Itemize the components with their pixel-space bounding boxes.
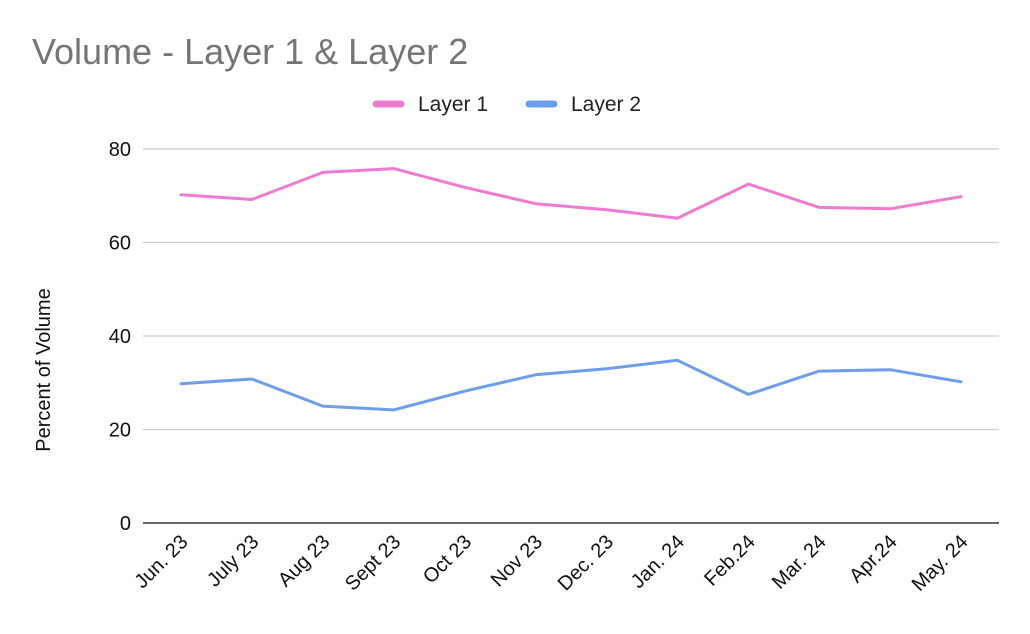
y-tick-label: 60 xyxy=(109,233,131,255)
y-tick-label: 0 xyxy=(120,513,131,535)
x-tick-label: Jan. 24 xyxy=(627,531,689,593)
x-tick-label: Apr.24 xyxy=(845,531,901,587)
x-tick-label: July 23 xyxy=(203,531,263,591)
series-line-layer-1 xyxy=(179,167,963,220)
x-tick-label: Aug 23 xyxy=(274,531,334,591)
y-axis-ticks: 0 20 40 60 80 xyxy=(109,139,131,535)
legend-label: Layer 1 xyxy=(418,93,488,116)
legend: Layer 1 Layer 2 xyxy=(372,93,641,116)
x-tick-label: Jun. 23 xyxy=(131,531,193,593)
y-tick-label: 80 xyxy=(109,139,131,161)
y-tick-label: 20 xyxy=(109,420,131,442)
x-tick-label: Dec. 23 xyxy=(554,531,618,595)
series-lines xyxy=(179,167,963,412)
series-line-layer-2 xyxy=(179,358,963,412)
legend-label: Layer 2 xyxy=(571,93,641,116)
x-tick-label: Nov 23 xyxy=(487,531,547,591)
x-tick-label: Feb.24 xyxy=(700,531,760,591)
chart-title: Volume - Layer 1 & Layer 2 xyxy=(32,31,468,72)
x-tick-label: May. 24 xyxy=(908,531,973,596)
x-tick-label: Mar. 24 xyxy=(768,531,831,594)
x-tick-label: Sept 23 xyxy=(341,531,405,595)
y-tick-label: 40 xyxy=(109,326,131,348)
grid-lines xyxy=(143,148,999,524)
x-tick-label: Oct 23 xyxy=(419,531,476,588)
x-axis-ticks: Jun. 23 July 23 Aug 23 Sept 23 Oct 23 Nov 23 D… xyxy=(131,531,973,596)
y-axis-label: Percent of Volume xyxy=(33,288,55,451)
